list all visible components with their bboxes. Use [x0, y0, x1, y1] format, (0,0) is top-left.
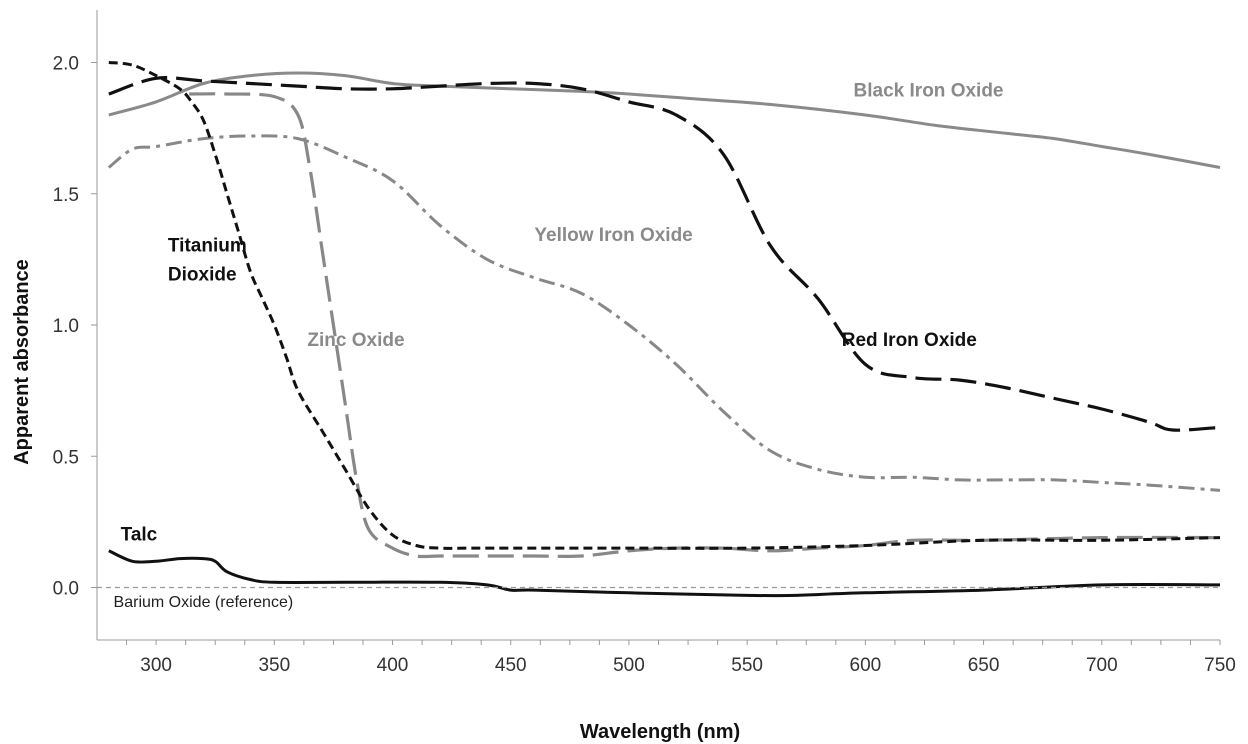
x-axis-title: Wavelength (nm): [580, 721, 740, 743]
series-labels: Black Iron Oxide Red Iron Oxide Yellow Iro…: [114, 81, 1004, 612]
series-label-line: Red Iron Oxide: [842, 330, 977, 351]
series-label-line: Barium Oxide (reference): [114, 594, 294, 611]
x-tick-label: 600: [850, 655, 882, 676]
x-tick-label: 550: [731, 655, 763, 676]
y-tick-label: 0.0: [53, 579, 79, 600]
series-label-line: Talc: [121, 524, 158, 545]
y-tick-label: 1.0: [53, 316, 79, 337]
x-tick-label: 750: [1204, 655, 1236, 676]
series-label-line: Black Iron Oxide: [854, 81, 1004, 102]
series-line-zinc-oxide: [189, 92, 1221, 559]
series-line-yellow-iron-oxide: [107, 134, 1221, 492]
series-line-black-iron-oxide: [108, 71, 1221, 169]
series-label-red-iron-oxide: Red Iron Oxide: [842, 330, 977, 351]
series-label-talc: Talc: [121, 524, 158, 545]
series-label-line: Yellow Iron Oxide: [534, 225, 692, 246]
y-tick-label: 1.5: [53, 185, 79, 206]
y-axis-title: Apparent absorbance: [11, 259, 33, 465]
x-tick-label: 400: [377, 655, 409, 676]
series-label-yellow-iron-oxide: Yellow Iron Oxide: [534, 225, 692, 246]
x-tick-label: 650: [968, 655, 1000, 676]
axes: 300 350 400 450 500 550 600 650 700 750 0.0 0.5 1.0 1…: [53, 10, 1236, 676]
series-label-titanium-dioxide: Titanium Dioxide: [168, 236, 247, 286]
series-label-line: Titanium: [168, 236, 247, 257]
series-label-zinc-oxide: Zinc Oxide: [307, 330, 404, 351]
series-label-black-iron-oxide: Black Iron Oxide: [854, 81, 1004, 102]
series-lines: [97, 61, 1221, 598]
y-tick-label: 2.0: [53, 54, 79, 75]
y-tick-label: 0.5: [53, 447, 79, 468]
x-tick-label: 700: [1086, 655, 1118, 676]
x-tick-label: 300: [140, 655, 172, 676]
x-tick-label: 350: [258, 655, 290, 676]
series-label-line: Dioxide: [168, 265, 237, 286]
series-label-barium-oxide-reference: Barium Oxide (reference): [114, 594, 294, 611]
series-line-talc: [108, 549, 1221, 598]
x-tick-label: 500: [613, 655, 645, 676]
x-tick-label: 450: [495, 655, 527, 676]
series-line-titanium-dioxide: [108, 61, 1221, 550]
series-line-red-iron-oxide: [108, 76, 1221, 432]
series-label-line: Zinc Oxide: [307, 330, 404, 351]
